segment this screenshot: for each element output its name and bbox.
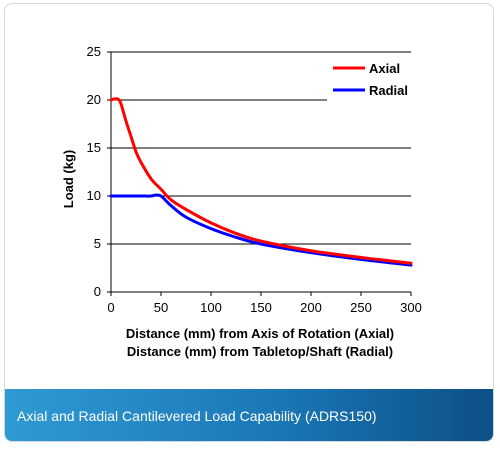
x-tick-label-250: 250 [350, 300, 372, 315]
axes [107, 51, 412, 296]
x-axis-label-secondary: Distance (mm) from Tabletop/Shaft (Radia… [127, 344, 393, 359]
x-axis-label: Distance (mm) from Axis of Rotation (Axi… [126, 326, 394, 341]
x-tick-label-0: 0 [107, 300, 114, 315]
legend-label-radial: Radial [369, 83, 408, 98]
series-lines [109, 97, 413, 267]
series-line-radial [109, 193, 413, 267]
y-tick-label-25: 25 [87, 44, 101, 59]
x-tick-label-50: 50 [154, 300, 168, 315]
y-tick-label-5: 5 [94, 236, 101, 251]
legend-label-axial: Axial [369, 61, 400, 76]
legend: Axial Radial [327, 55, 417, 101]
legend-box [327, 55, 417, 101]
chart-area: 0 5 10 15 20 25 0 50 100 150 200 250 300 Axial Radial… [5, 4, 493, 389]
y-tick-label-15: 15 [87, 140, 101, 155]
x-tick-label-100: 100 [200, 300, 222, 315]
caption-text: Axial and Radial Cantilevered Load Capab… [17, 408, 377, 424]
x-tick-label-150: 150 [250, 300, 272, 315]
x-tick-label-200: 200 [300, 300, 322, 315]
y-axis-label: Load (kg) [61, 150, 76, 209]
series-line-axial [109, 97, 413, 265]
y-tick-label-0: 0 [94, 284, 101, 299]
y-tick-label-20: 20 [87, 92, 101, 107]
caption-bar: Axial and Radial Cantilevered Load Capab… [5, 389, 493, 441]
x-tick-label-300: 300 [400, 300, 422, 315]
y-tick-label-10: 10 [87, 188, 101, 203]
chart-card: 0 5 10 15 20 25 0 50 100 150 200 250 300 Axial Radial… [4, 3, 494, 442]
